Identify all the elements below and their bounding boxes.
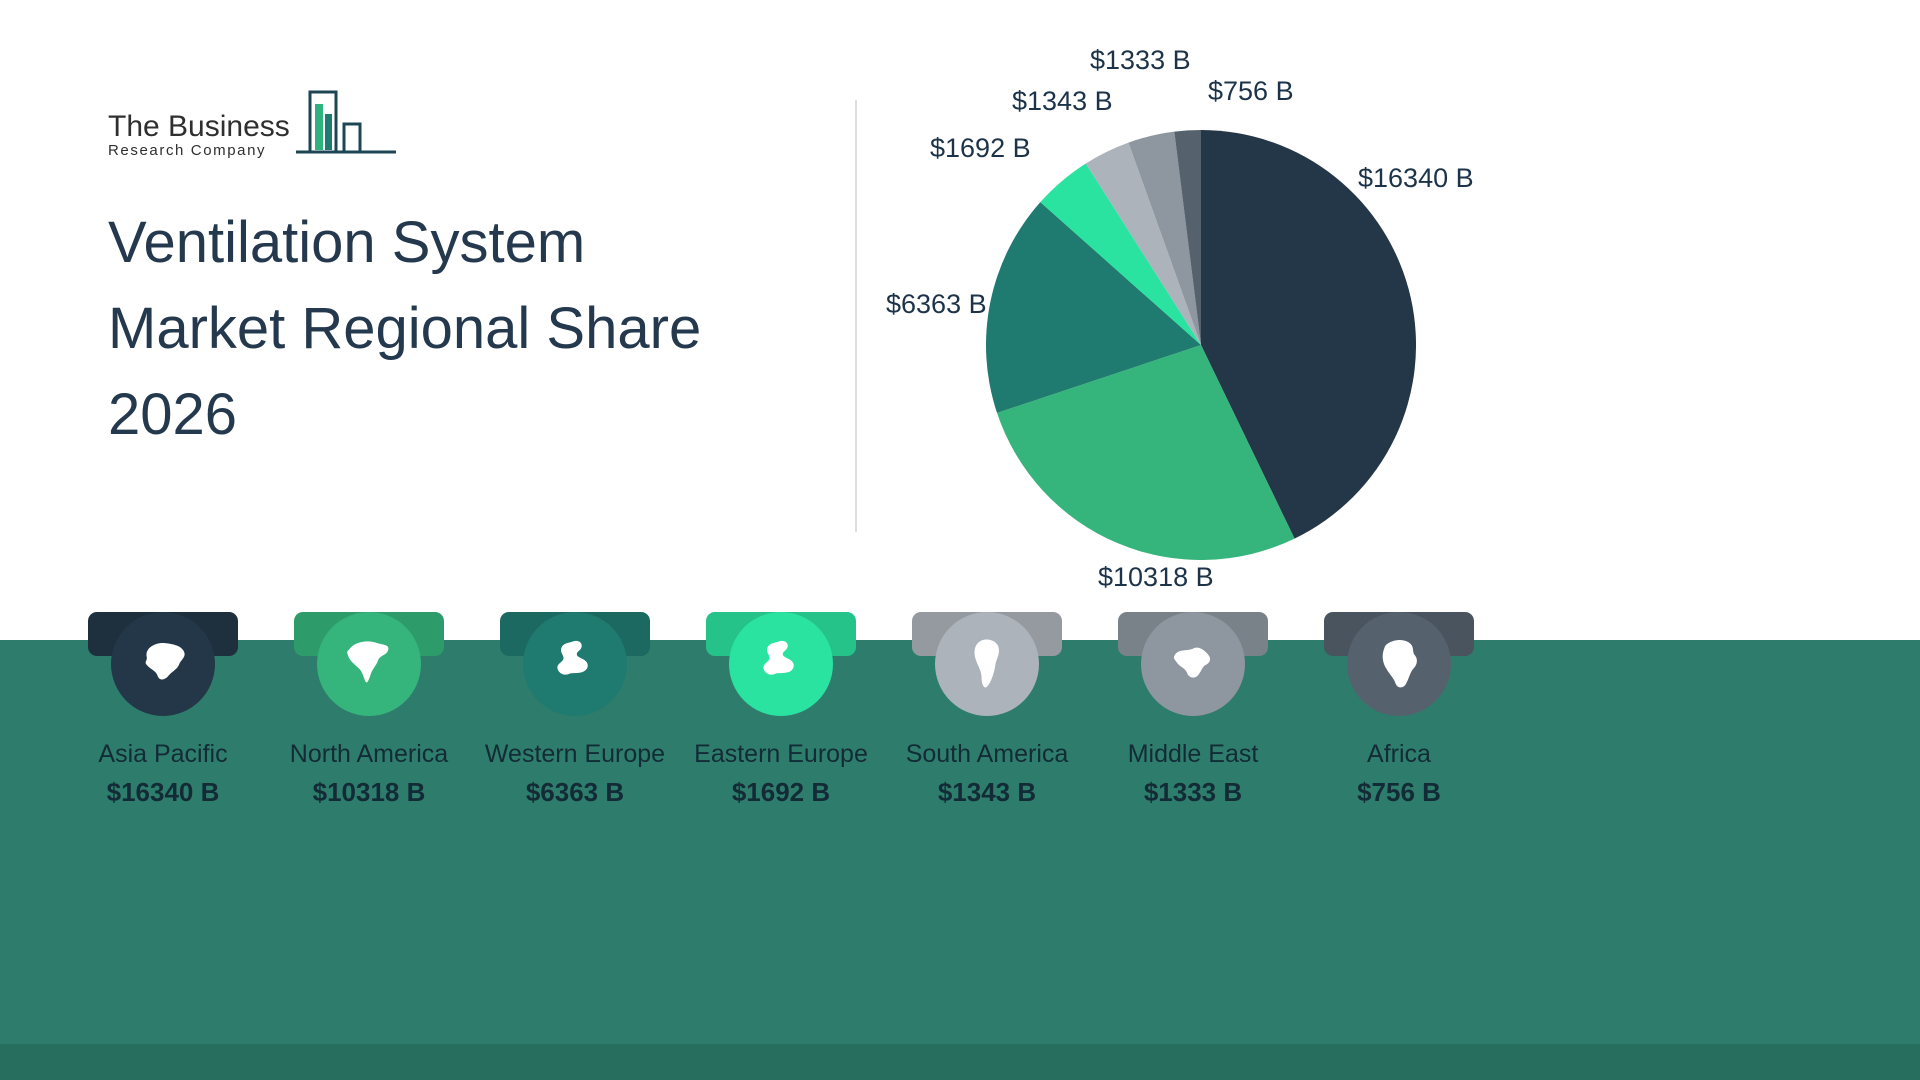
- legend-item-eastern-europe: Eastern Europe $1692 B: [678, 612, 884, 808]
- region-value: $756 B: [1357, 777, 1441, 807]
- europe-map-icon: [557, 640, 588, 675]
- legend: Asia Pacific $16340 B North America $103…: [60, 612, 1502, 808]
- pie-chart-svg: [985, 129, 1417, 561]
- africa-map-icon: [1382, 640, 1417, 688]
- company-logo: The Business Research Company: [108, 88, 401, 165]
- legend-item-africa: Africa $756 B: [1296, 612, 1502, 808]
- middle-east-map-icon: [1173, 647, 1211, 678]
- bottom-band: [0, 640, 1920, 1080]
- region-name: Western Europe: [484, 740, 666, 768]
- pie-label-south-america: $1343 B: [1012, 86, 1113, 116]
- europe-map-icon: [763, 640, 794, 675]
- pie-slice-south-america: [1085, 142, 1201, 345]
- page-title-line-2: Market Regional Share: [108, 296, 702, 361]
- legend-item-asia-pacific: Asia Pacific $16340 B: [60, 612, 266, 808]
- pie-label-asia-pacific: $16340 B: [1358, 163, 1474, 193]
- page-title-line-1: Ventilation System: [108, 210, 586, 275]
- pie-slice-western-europe: [985, 202, 1201, 413]
- region-circle: [729, 612, 833, 716]
- pie-slice-africa: [1174, 129, 1201, 345]
- region-badge: [294, 612, 444, 716]
- page-title-line-3: 2026: [108, 382, 238, 447]
- region-name: Eastern Europe: [694, 740, 868, 768]
- region-name: Asia Pacific: [98, 740, 228, 768]
- pie-slice-eastern-europe: [1040, 163, 1201, 345]
- legend-item-north-america: North America $10318 B: [266, 612, 472, 808]
- region-badge: [88, 612, 238, 716]
- bar-chart-logo-icon: [295, 88, 401, 165]
- north-america-map-icon: [347, 641, 389, 683]
- region-badge: [706, 612, 856, 716]
- logo-subname: Research Company: [108, 142, 267, 159]
- region-circle: [1141, 612, 1245, 716]
- vertical-divider: [855, 100, 857, 532]
- region-value: $10318 B: [312, 777, 426, 807]
- region-value: $1333 B: [1143, 777, 1243, 807]
- logo-name: The Business: [108, 109, 290, 143]
- region-circle: [317, 612, 421, 716]
- asia-map-icon: [145, 643, 185, 680]
- pie-slice-middle-east: [1128, 131, 1201, 345]
- pie-label-north-america: $10318 B: [1098, 562, 1214, 592]
- region-circle: [1347, 612, 1451, 716]
- region-value: $1692 B: [731, 777, 831, 807]
- pie-slice-asia-pacific: [1201, 130, 1417, 539]
- pie-label-eastern-europe: $1692 B: [930, 133, 1031, 163]
- region-circle: [111, 612, 215, 716]
- legend-item-south-america: South America $1343 B: [884, 612, 1090, 808]
- region-name: Africa: [1367, 740, 1431, 768]
- region-badge: [912, 612, 1062, 716]
- region-circle: [523, 612, 627, 716]
- region-badge: [1324, 612, 1474, 716]
- pie-label-western-europe: $6363 B: [886, 289, 987, 319]
- company-logo-text: The Business Research Company: [108, 109, 290, 166]
- region-circle: [935, 612, 1039, 716]
- south-america-map-icon: [974, 639, 999, 688]
- page-title: Ventilation System Market Regional Share…: [108, 200, 701, 458]
- region-badge: [1118, 612, 1268, 716]
- legend-item-western-europe: Western Europe $6363 B: [472, 612, 678, 808]
- bottom-band-strip: [0, 1044, 1920, 1080]
- region-name: North America: [289, 740, 449, 768]
- region-badge: [500, 612, 650, 716]
- region-name: Middle East: [1127, 740, 1259, 768]
- region-value: $1343 B: [937, 777, 1037, 807]
- region-value: $16340 B: [106, 777, 220, 807]
- legend-item-middle-east: Middle East $1333 B: [1090, 612, 1296, 808]
- region-value: $6363 B: [525, 777, 625, 807]
- pie-label-middle-east: $1333 B: [1090, 45, 1191, 75]
- region-name: South America: [905, 740, 1069, 768]
- pie-slice-north-america: [997, 345, 1295, 561]
- pie-chart: [985, 129, 1417, 561]
- pie-label-africa: $756 B: [1208, 76, 1294, 106]
